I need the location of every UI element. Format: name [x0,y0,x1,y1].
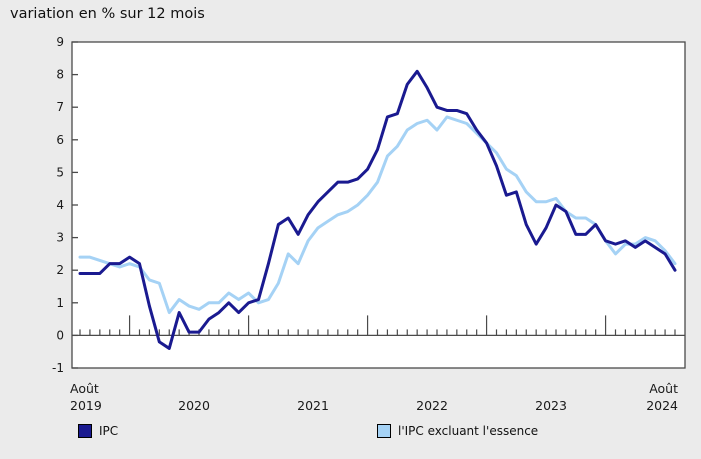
y-tick-label: 5 [56,165,64,179]
y-tick-label: 6 [56,133,64,147]
legend-item-ipc: IPC [78,424,118,438]
series-line-ipc [78,69,677,350]
plot-area [72,42,685,368]
y-tick-label: 4 [56,198,64,212]
x-axis-label: Août [70,381,99,396]
legend-label-ipc-excluant-essence: l'IPC excluant l'essence [398,424,539,438]
y-tick-label: 9 [56,35,64,49]
y-tick-label: 7 [56,100,64,114]
legend-label-ipc: IPC [99,424,119,438]
x-axis-label: 2020 [178,398,210,413]
x-axis-label: 2022 [416,398,448,413]
legend-swatch-ipc [78,424,92,438]
x-axis-label: 2019 [70,398,102,413]
x-axis-label: Août [649,381,678,396]
plot-border [71,41,686,369]
y-tick-label: -1 [52,361,64,375]
x-axis-label: 2021 [297,398,329,413]
chart-title: variation en % sur 12 mois [10,6,205,22]
y-tick-label: 1 [56,296,64,310]
x-axis-label: 2024 [646,398,678,413]
y-tick-label: 0 [56,328,64,342]
x-axis-label: 2023 [535,398,567,413]
legend-item-ipc-excluant-essence: l'IPC excluant l'essence [377,424,538,438]
series-line-l-ipc-excluant-l-essence [78,115,677,315]
y-tick-label: 8 [56,68,64,82]
legend-swatch-ipc-excluant-essence [377,424,391,438]
y-tick-label: 3 [56,231,64,245]
y-tick-label: 2 [56,263,64,277]
